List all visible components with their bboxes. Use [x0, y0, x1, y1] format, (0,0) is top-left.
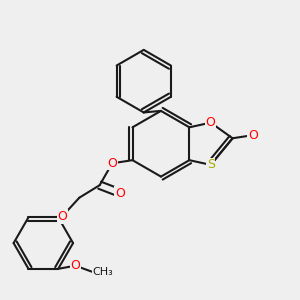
- Text: S: S: [207, 158, 215, 171]
- Text: CH₃: CH₃: [93, 267, 113, 277]
- Text: O: O: [70, 259, 80, 272]
- Text: O: O: [107, 157, 117, 170]
- Text: O: O: [115, 187, 125, 200]
- Text: O: O: [206, 116, 216, 129]
- Text: O: O: [57, 210, 67, 223]
- Text: O: O: [248, 129, 258, 142]
